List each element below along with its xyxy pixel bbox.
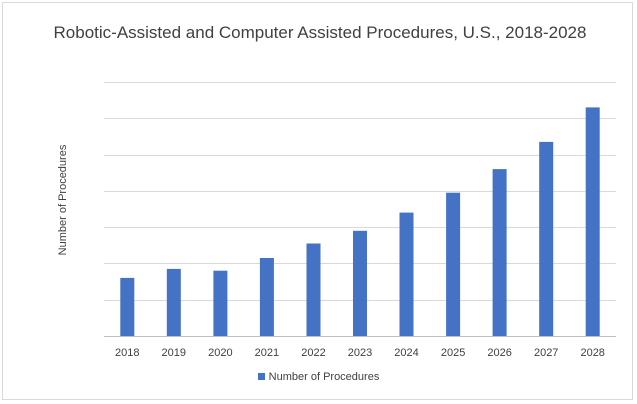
bars [120,107,600,337]
x-tick-2018: 2018 [115,347,139,359]
x-tick-2028: 2028 [580,347,604,359]
chart-title: Robotic-Assisted and Computer Assisted P… [53,23,587,42]
legend: Number of Procedures [0,371,637,383]
x-tick-2019: 2019 [162,347,186,359]
legend-label: Number of Procedures [268,371,380,384]
bar-2028 [585,107,600,337]
bar-2019 [166,268,181,336]
bar-2025 [446,192,461,336]
bar-2021 [259,258,274,336]
x-tick-2021: 2021 [255,347,279,359]
bar-2027 [539,141,554,336]
x-tick-2022: 2022 [301,347,325,359]
bar-2020 [213,270,228,336]
bar-2022 [306,243,321,336]
x-tick-2026: 2026 [487,347,511,359]
x-axis-ticks: 2018 2019 2020 2021 2022 2023 2024 2025 2026 2027… [115,347,605,359]
bar-2026 [492,169,507,336]
x-tick-2024: 2024 [394,347,418,359]
bar-2018 [120,277,135,336]
x-tick-2027: 2027 [534,347,558,359]
bar-2024 [399,212,414,336]
bar-2023 [353,230,367,336]
legend-swatch [257,372,265,380]
x-tick-2025: 2025 [441,347,465,359]
x-tick-2023: 2023 [348,347,372,359]
x-tick-2020: 2020 [208,347,232,359]
